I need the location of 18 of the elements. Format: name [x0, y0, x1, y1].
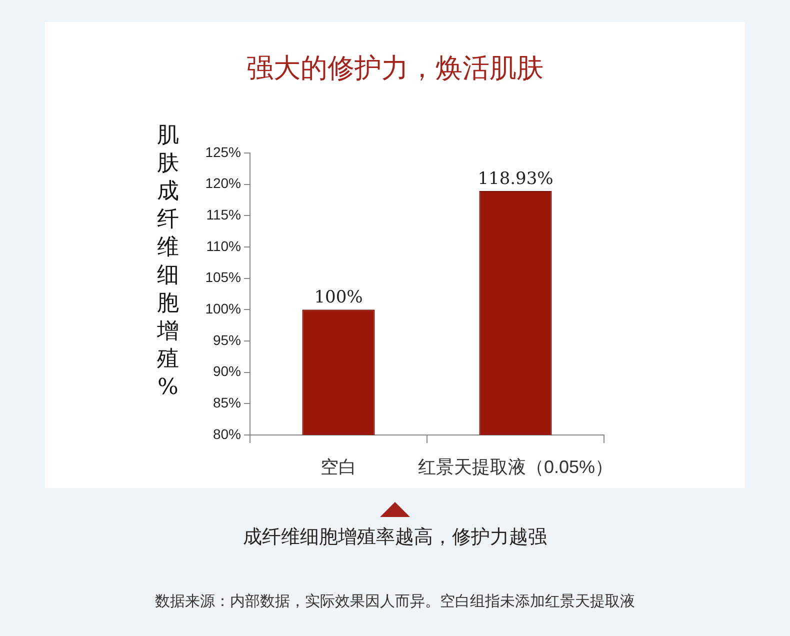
- y-tick-label: 105%: [205, 269, 241, 286]
- y-tick-label: 120%: [205, 175, 241, 192]
- text: 肌肤成纤维细胞增殖%: [157, 123, 179, 400]
- y-tick-label: 95%: [212, 332, 241, 348]
- data-label: 118.93%: [478, 168, 554, 189]
- text: 成纤维细胞增殖率越高，修护力越强: [242, 525, 548, 550]
- y-tick-label: 125%: [205, 144, 241, 160]
- y-tick-label: 110%: [206, 238, 241, 254]
- y-tick-label: 90%: [212, 363, 241, 380]
- source-note: 数据来源：内部数据，实际效果因人而异。空白组指未添加红景天提取液: [154, 592, 636, 611]
- y-tick-label: 80%: [212, 426, 241, 442]
- y-tick-label: 85%: [212, 394, 241, 411]
- y-tick-label: 100%: [205, 300, 241, 317]
- data-label: 100%: [314, 288, 363, 308]
- y-tick-label: 115%: [206, 206, 241, 223]
- chart-title: 强大的修护力，焕活肌肤: [246, 52, 544, 86]
- x-tick-label: 红景天提取液（0.05%）: [418, 456, 614, 477]
- x-tick-label: 空白: [320, 456, 356, 477]
